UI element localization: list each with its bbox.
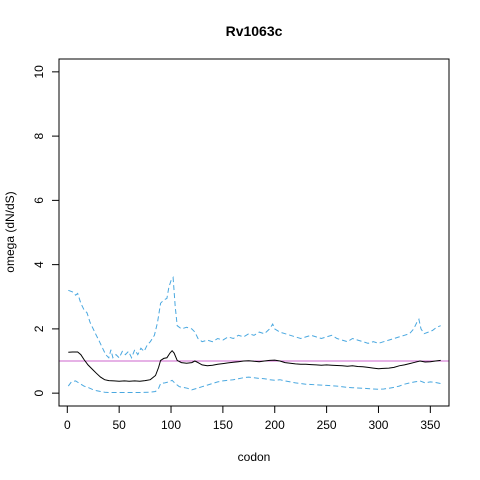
y-tick-label: 0 [32,389,46,396]
x-axis-label: codon [238,450,271,464]
x-axis: 0 50 100 150 200 250 300 350 [64,405,441,432]
x-tick-label: 100 [161,418,181,432]
x-tick-label: 200 [265,418,285,432]
x-tick-label: 50 [112,418,126,432]
y-tick-label: 8 [32,132,46,139]
series-line-upper [68,275,441,360]
x-tick-label: 250 [317,418,337,432]
series-line-estimate [68,349,441,382]
chart-title: Rv1063c [226,23,283,39]
series-line-lower [67,376,441,393]
x-tick-label: 150 [213,418,233,432]
y-tick-label: 4 [32,261,46,268]
y-tick-label: 6 [32,197,46,204]
y-tick-label: 2 [32,325,46,332]
y-tick-label: 10 [32,65,46,79]
y-axis: 0 2 4 6 8 10 [32,65,60,396]
plot-area [59,275,449,393]
x-tick-label: 300 [368,418,388,432]
x-tick-label: 0 [64,418,71,432]
y-axis-label: omega (dN/dS) [3,191,17,272]
x-tick-label: 350 [420,418,440,432]
plot-frame [58,58,450,407]
